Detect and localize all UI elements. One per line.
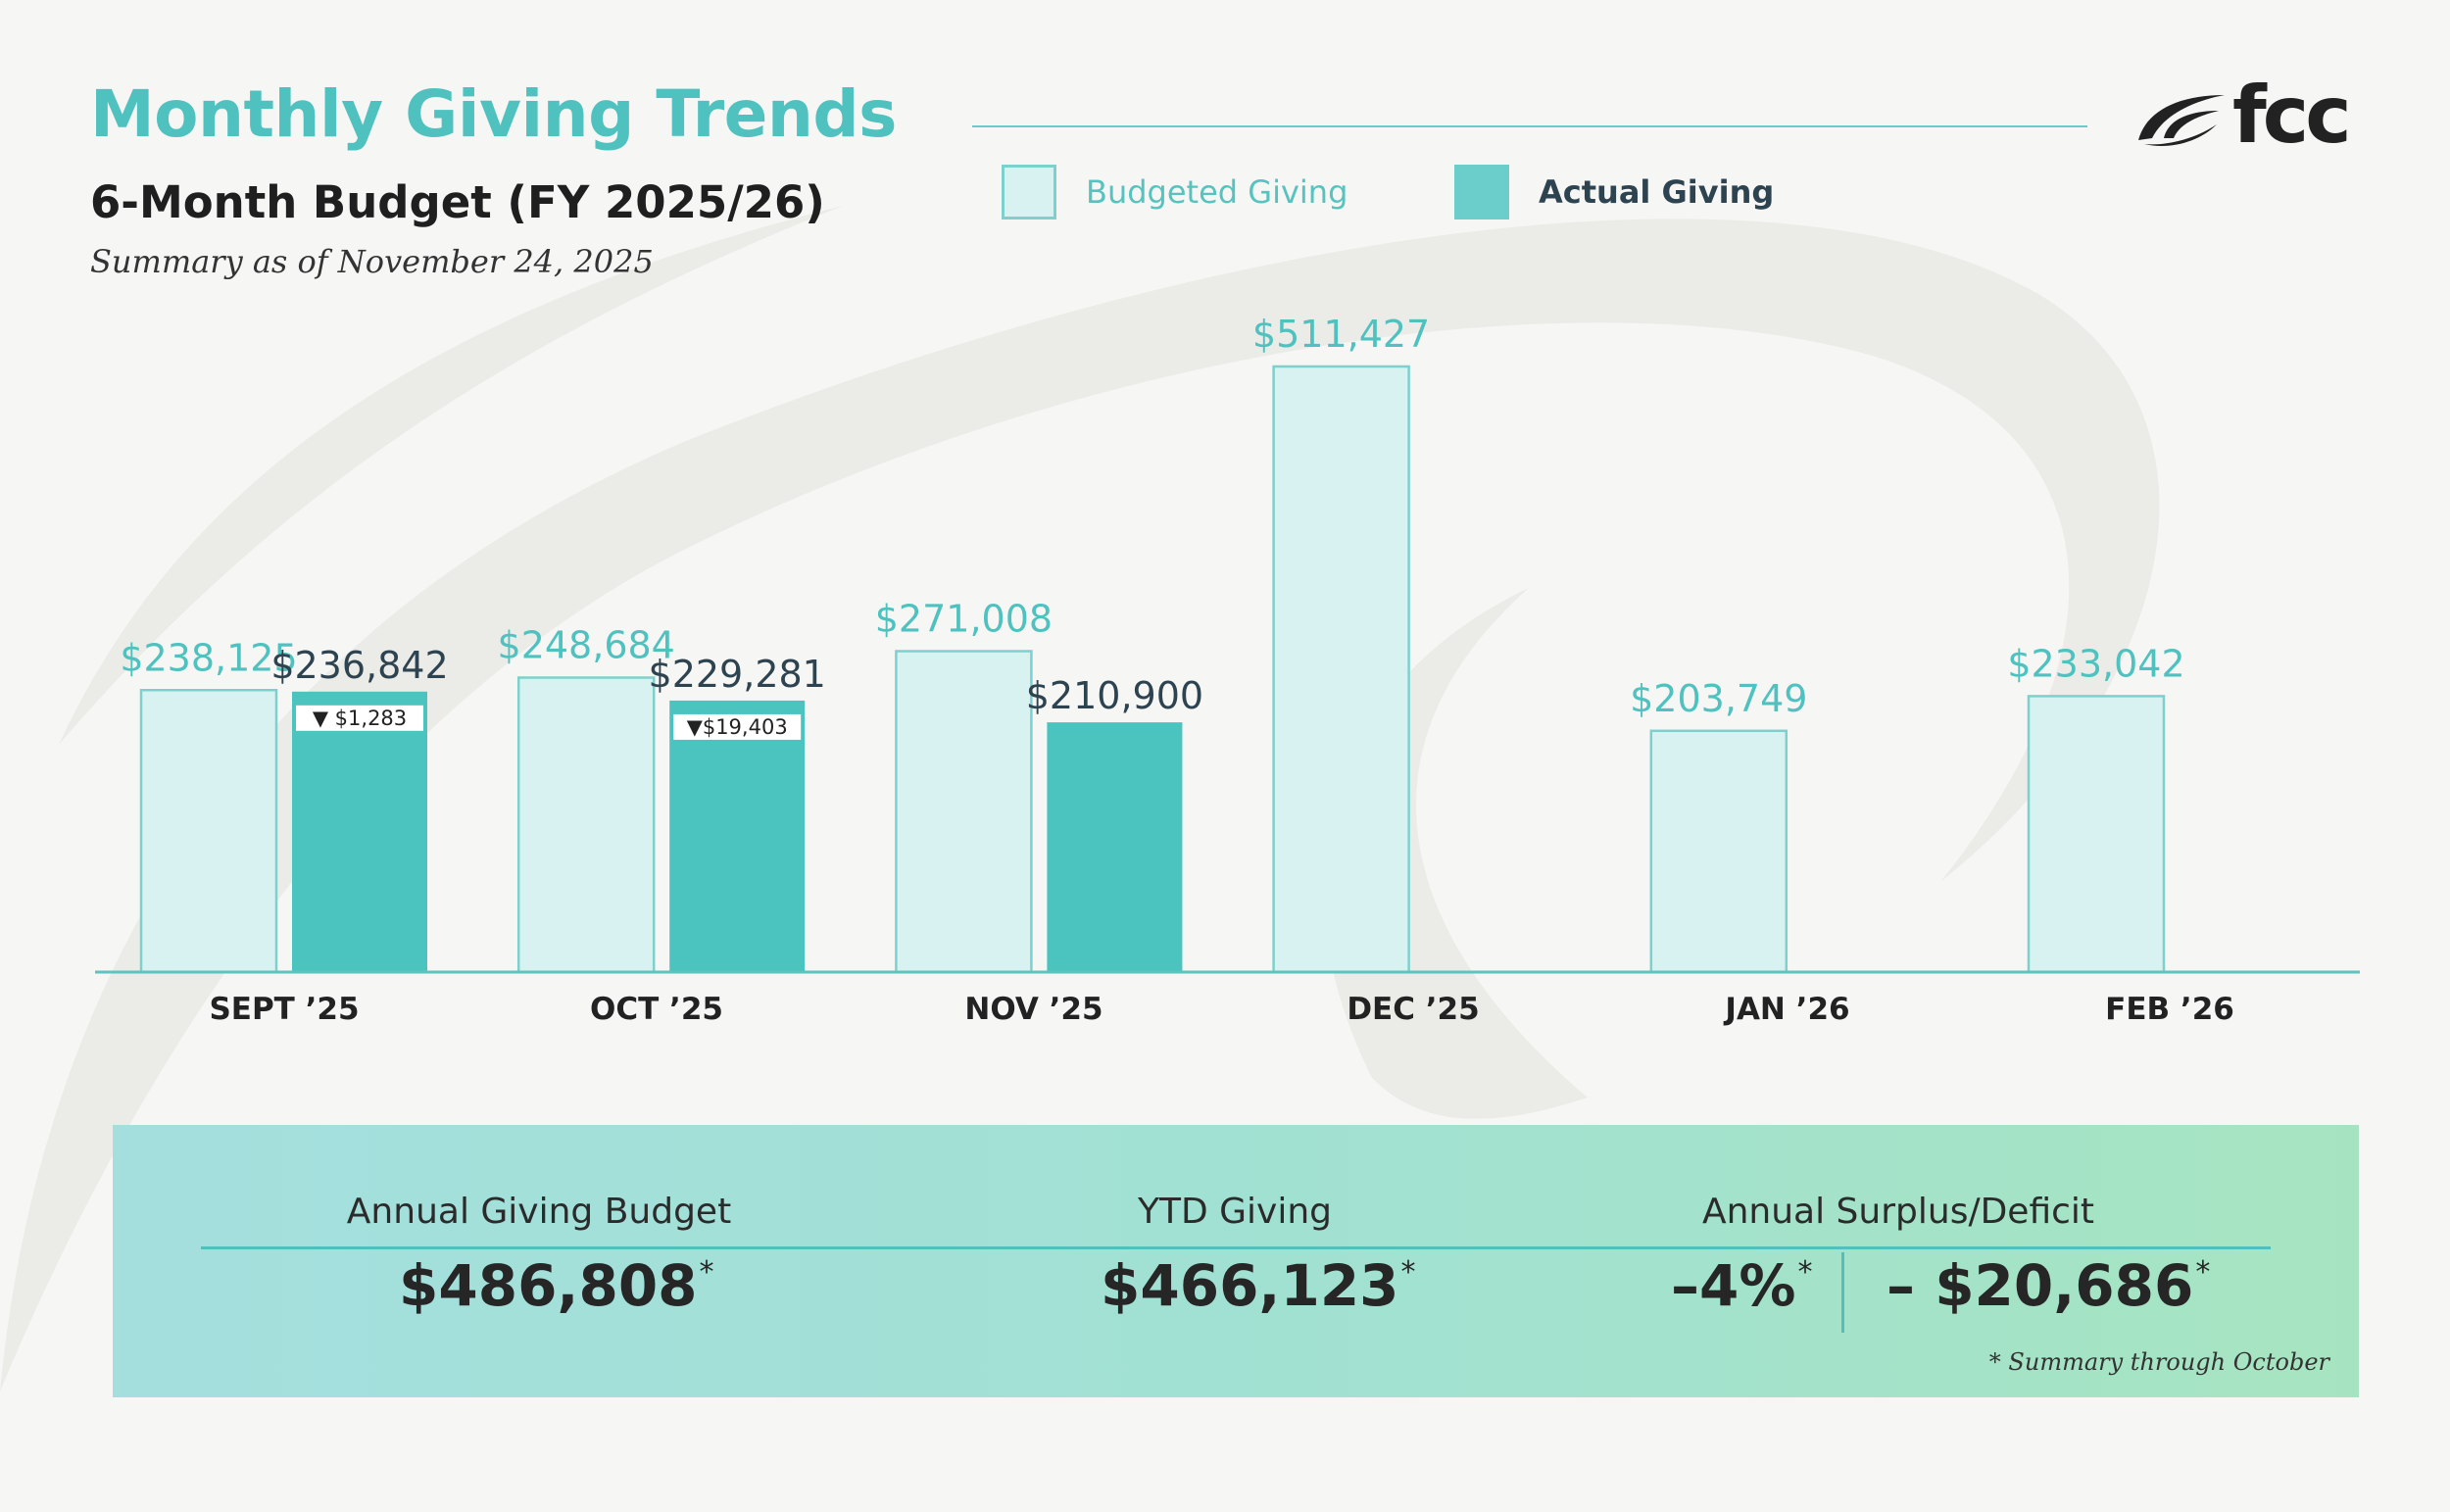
footnote-asterisk: * (699, 1255, 714, 1290)
bar-actual-2 (1047, 722, 1183, 972)
data-label-actual-0: $236,842 (270, 644, 448, 687)
x-tick-label-5: FEB ’26 (2105, 992, 2234, 1027)
surplus-deficit-label: Annual Surplus/Deficit (1701, 1192, 2095, 1232)
legend-actual: Actual Giving (1454, 165, 1774, 219)
surplus-amount-value: – $20,686* (1886, 1252, 2211, 1319)
data-label-budgeted-3: $511,427 (1252, 313, 1430, 356)
footnote-asterisk: * (1400, 1255, 1416, 1290)
x-tick-label-0: SEPT ’25 (209, 992, 359, 1027)
giving-bar-chart: $238,125$236,842 ▼ $1,283 SEPT ’25 $248,684… (95, 313, 2360, 1027)
surplus-split-divider (1841, 1252, 1844, 1333)
logo-text: fcc (2232, 70, 2352, 161)
x-tick-label-3: DEC ’25 (1347, 992, 1479, 1027)
data-label-budgeted-0: $238,125 (120, 636, 297, 679)
variance-label-0: ▼ $1,283 (313, 707, 407, 730)
legend-actual-label: Actual Giving (1539, 173, 1775, 211)
bar-budgeted-5 (2027, 695, 2166, 974)
surplus-percent-value: –4%* (1671, 1252, 1813, 1319)
data-label-budgeted-4: $203,749 (1630, 677, 1807, 720)
header-divider (972, 125, 2087, 127)
page-subtitle: 6-Month Budget (FY 2025/26) (90, 176, 825, 228)
as-of-date: Summary as of November 24, 2025 (90, 243, 654, 280)
swoosh-logo-icon (2138, 95, 2225, 146)
labels-layer: $238,125$236,842 ▼ $1,283 SEPT ’25 $248,684… (120, 313, 2234, 1027)
variance-badge-0 (296, 705, 423, 731)
variance-badge-1 (673, 713, 802, 740)
ytd-giving-value: $466,123* (1101, 1252, 1416, 1319)
legend-budgeted: Budgeted Giving (1002, 165, 1348, 219)
summary-footnote: * Summary through October (1988, 1348, 2329, 1376)
bar-budgeted-1 (516, 676, 656, 974)
bar-actual-1 (669, 700, 806, 972)
annual-budget-label: Annual Giving Budget (346, 1192, 732, 1232)
fcc-logo: fcc (2134, 70, 2352, 161)
data-label-budgeted-2: $271,008 (875, 598, 1053, 641)
data-label-actual-2: $210,900 (1026, 674, 1203, 717)
legend-actual-swatch (1454, 165, 1509, 219)
bar-budgeted-3 (1272, 365, 1410, 974)
bars-layer (139, 365, 2166, 974)
x-tick-label-2: NOV ’25 (964, 992, 1102, 1027)
bar-budgeted-0 (139, 689, 278, 974)
annual-budget-value: $486,808* (399, 1252, 714, 1319)
ytd-giving-label: YTD Giving (1137, 1192, 1333, 1232)
x-tick-label-1: OCT ’25 (590, 992, 723, 1027)
variance-label-1: ▼$19,403 (687, 715, 788, 739)
bar-budgeted-2 (895, 650, 1033, 974)
bar-budgeted-4 (1649, 729, 1788, 974)
x-tick-label-4: JAN ’26 (1723, 992, 1849, 1027)
legend-budgeted-label: Budgeted Giving (1086, 173, 1348, 211)
footnote-asterisk: * (1797, 1255, 1813, 1290)
swoosh-outer (0, 219, 2160, 1391)
bar-actual-0 (292, 691, 427, 972)
legend-budgeted-swatch (1002, 165, 1056, 219)
summary-divider (201, 1246, 2271, 1249)
data-label-budgeted-5: $233,042 (2007, 642, 2184, 685)
page-title: Monthly Giving Trends (90, 76, 897, 152)
footnote-asterisk: * (2195, 1255, 2211, 1290)
annual-summary-panel: Annual Giving Budget YTD Giving Annual S… (113, 1125, 2359, 1397)
data-label-actual-1: $229,281 (649, 653, 826, 696)
data-label-budgeted-1: $248,684 (498, 623, 675, 666)
